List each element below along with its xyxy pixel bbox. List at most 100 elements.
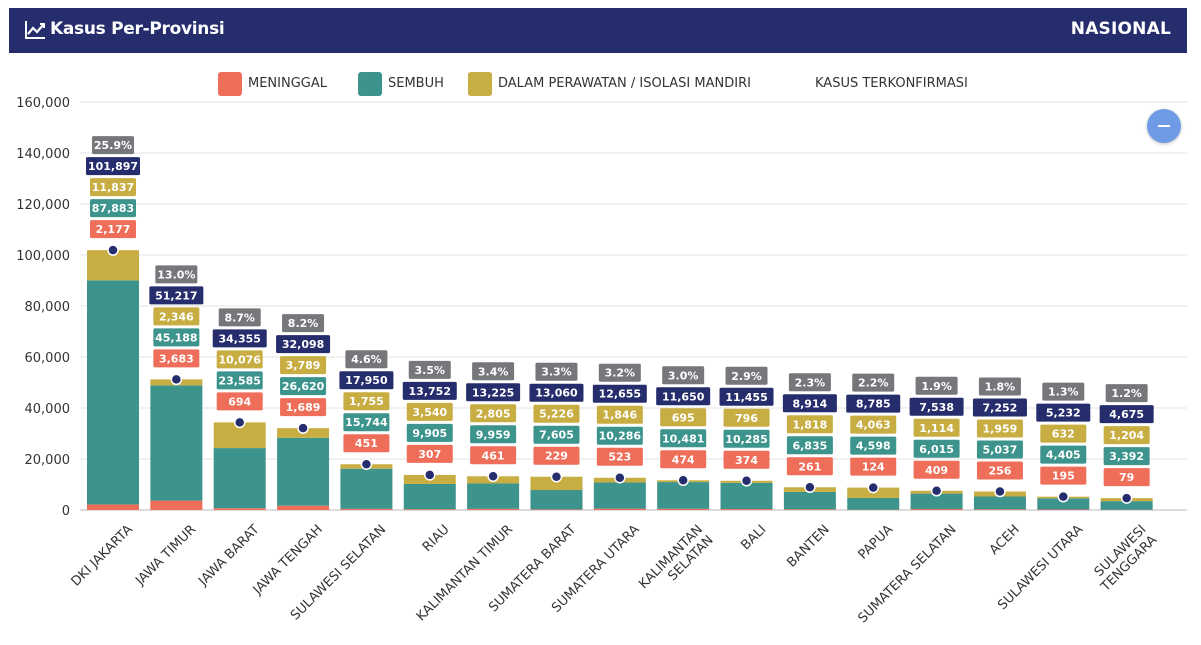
confirmed-point: [360, 458, 373, 470]
data-label-perawatan: 1,114: [919, 422, 954, 435]
confirmed-point: [170, 373, 183, 386]
bar-segment-meninggal: [340, 508, 393, 510]
data-label-terkonfirmasi: 13,060: [535, 387, 578, 400]
data-label-sembuh: 15,744: [345, 416, 388, 429]
data-label-percent: 25.9%: [94, 139, 132, 152]
x-tick-label-line: RIAU: [420, 522, 453, 555]
data-label-box-meninggal: [596, 447, 643, 466]
bar-segment-meninggal: [277, 505, 330, 510]
data-label-box-sembuh: [786, 436, 833, 455]
data-label-terkonfirmasi: 4,675: [1109, 408, 1144, 421]
legend-swatch-meninggal: [218, 72, 242, 96]
data-label-box-percent: [535, 362, 578, 381]
bar-segment-sembuh: [973, 496, 1026, 510]
bar-segment-sembuh: [783, 491, 836, 510]
data-label-terkonfirmasi: 5,232: [1046, 407, 1081, 420]
data-label-terkonfirmasi: 7,252: [983, 402, 1018, 415]
data-label-box-terkonfirmasi: [86, 157, 140, 176]
data-label-sembuh: 10,481: [662, 432, 704, 445]
bar-segment-sembuh: [720, 482, 773, 510]
x-tick-label: ACEH: [987, 522, 1023, 558]
data-label-box-terkonfirmasi: [656, 387, 711, 406]
bar-segment-sembuh: [847, 497, 900, 510]
data-label-box-meninggal: [280, 398, 327, 417]
legend-swatch-perawatan: [468, 72, 492, 96]
data-label-sembuh: 6,835: [792, 439, 827, 452]
data-label-box-meninggal: [723, 450, 770, 469]
data-label-meninggal: 79: [1119, 471, 1134, 484]
y-tick-label: 60,000: [25, 351, 71, 366]
data-label-sembuh: 3,392: [1109, 450, 1144, 463]
collapse-button[interactable]: [1147, 109, 1181, 143]
data-label-perawatan: 796: [735, 412, 758, 425]
data-label-box-perawatan: [976, 419, 1023, 438]
data-label-terkonfirmasi: 51,217: [155, 289, 197, 302]
data-label-box-perawatan: [850, 415, 897, 434]
bar-segment-perawatan: [530, 476, 583, 491]
data-label-perawatan: 1,959: [983, 423, 1018, 436]
bar-segment-sembuh: [1100, 501, 1153, 510]
data-label-perawatan: 1,755: [349, 395, 384, 408]
data-label-box-percent: [598, 363, 641, 382]
data-label-terkonfirmasi: 13,752: [409, 385, 451, 398]
data-label-meninggal: 451: [355, 437, 378, 450]
data-label-box-meninggal: [470, 446, 517, 465]
confirmed-point: [233, 416, 246, 429]
bar-segment-meninggal: [150, 500, 203, 510]
data-label-box-sembuh: [660, 429, 707, 448]
data-label-box-percent: [978, 377, 1021, 396]
data-label-meninggal: 374: [735, 454, 758, 467]
bar-segment-meninggal: [783, 509, 836, 510]
y-tick-label: 120,000: [16, 198, 70, 213]
data-label-terkonfirmasi: 101,897: [88, 160, 138, 173]
data-label-sembuh: 7,605: [539, 429, 574, 442]
data-label-percent: 1.9%: [921, 380, 952, 393]
confirmed-point: [107, 244, 119, 256]
data-label-box-terkonfirmasi: [782, 394, 837, 413]
bar-segment-sembuh: [1037, 498, 1090, 510]
data-label-box-terkonfirmasi: [276, 335, 331, 354]
legend-label-perawatan: DALAM PERAWATAN / ISOLASI MANDIRI: [498, 76, 751, 91]
legend-swatch-sembuh: [358, 72, 382, 96]
confirmed-point: [930, 485, 943, 497]
data-label-box-percent: [282, 314, 325, 333]
confirmed-point: [867, 481, 879, 494]
confirmed-point: [677, 474, 689, 487]
data-label-box-percent: [155, 265, 198, 284]
data-label-perawatan: 10,076: [218, 353, 261, 366]
bar-segment-sembuh: [340, 468, 393, 509]
bar-segment-meninggal: [720, 509, 773, 510]
data-label-terkonfirmasi: 7,538: [919, 401, 954, 414]
data-label-terkonfirmasi: 8,914: [792, 397, 827, 410]
data-label-sembuh: 10,285: [725, 433, 767, 446]
data-label-box-sembuh: [470, 425, 517, 444]
data-label-box-percent: [345, 350, 388, 369]
bar-segment-meninggal: [403, 509, 456, 510]
data-label-box-meninggal: [786, 457, 833, 476]
bar-segment-meninggal: [530, 509, 583, 510]
bar-segment-sembuh: [467, 483, 520, 509]
data-label-box-sembuh: [596, 426, 643, 445]
x-tick-label: BANTEN: [784, 522, 832, 570]
data-label-sembuh: 6,015: [919, 443, 954, 456]
data-label-terkonfirmasi: 12,655: [599, 388, 641, 401]
data-label-box-perawatan: [913, 418, 960, 437]
data-label-sembuh: 45,188: [155, 331, 197, 344]
data-label-box-percent: [1105, 384, 1148, 403]
x-tick-label: PAPUA: [856, 522, 896, 562]
data-label-box-sembuh: [280, 377, 327, 396]
x-tick-label: DKI JAKARTA: [69, 522, 136, 589]
y-tick-label: 20,000: [25, 453, 71, 468]
bar-segment-sembuh: [530, 490, 583, 510]
data-label-meninggal: 2,177: [96, 223, 131, 236]
data-label-terkonfirmasi: 8,785: [856, 398, 891, 411]
data-label-terkonfirmasi: 17,950: [345, 374, 388, 387]
panel-header: Kasus Per-Provinsi NASIONAL: [9, 8, 1187, 53]
y-tick-label: 140,000: [16, 147, 70, 162]
data-label-box-terkonfirmasi: [1099, 405, 1154, 424]
y-tick-label: 0: [62, 504, 70, 519]
data-label-meninggal: 461: [482, 449, 505, 462]
data-label-box-perawatan: [533, 404, 580, 423]
data-label-box-terkonfirmasi: [339, 371, 394, 390]
